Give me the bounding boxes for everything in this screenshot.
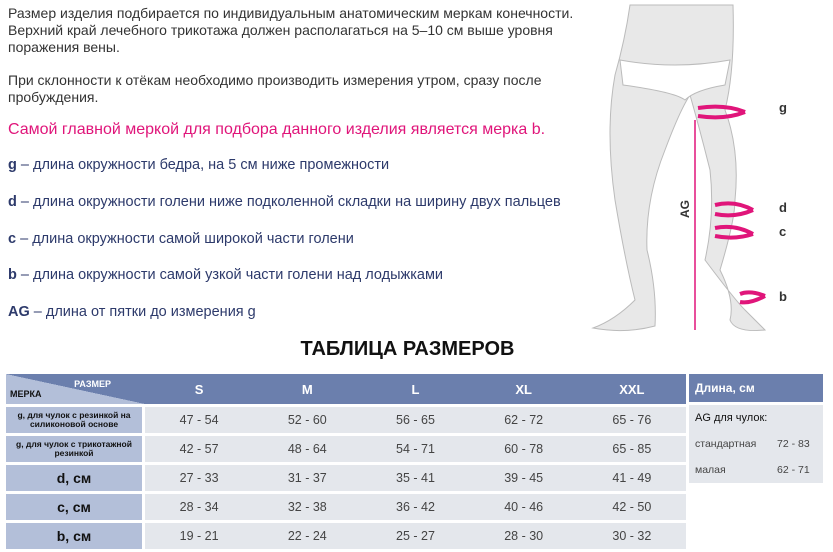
table-row: g, для чулок с резинкой на силиконовой о… bbox=[6, 407, 686, 433]
table-title: ТАБЛИЦА РАЗМЕРОВ bbox=[300, 338, 515, 360]
label-d: d bbox=[779, 200, 787, 215]
intro-paragraph-2: При склонности к отёкам необходимо произ… bbox=[8, 72, 542, 105]
label-ag: AG bbox=[678, 200, 692, 218]
table-row: d, см 27 - 33 31 - 37 35 - 41 39 - 45 41 - 49 bbox=[6, 465, 686, 491]
table-row: g, для чулок с трикотажной резинкой 42 - … bbox=[6, 436, 686, 462]
size-xl: XL bbox=[469, 374, 578, 404]
leg-figure: g d c b AG bbox=[591, 4, 787, 332]
size-l: L bbox=[361, 374, 470, 404]
length-subtitle: AG для чулок: bbox=[695, 412, 768, 424]
table-row: b, см 19 - 21 22 - 24 25 - 27 28 - 30 30 - 32 bbox=[6, 523, 686, 549]
intro-paragraph-1: Размер изделия подбирается по индивидуал… bbox=[8, 5, 574, 55]
highlight-text: Самой главной меркой для подбора данного… bbox=[8, 121, 546, 138]
measure-d: d – длина окружности голени ниже подколе… bbox=[8, 194, 561, 210]
measure-g: g – длина окружности бедра, на 5 см ниже… bbox=[8, 157, 390, 173]
length-table: Длина, см AG для чулок: стандартная 72 -… bbox=[689, 374, 823, 483]
label-g: g bbox=[779, 100, 787, 115]
size-m: M bbox=[253, 374, 362, 404]
label-b: b bbox=[779, 289, 787, 304]
size-s: S bbox=[145, 374, 254, 404]
measure-ag: AG – длина от пятки до измерения g bbox=[8, 304, 256, 320]
size-table: РАЗМЕР МЕРКА S M L XL XXL g, для чулок с … bbox=[6, 371, 686, 552]
corner-cell: РАЗМЕР МЕРКА bbox=[6, 374, 145, 404]
measure-b: b – длина окружности самой узкой части г… bbox=[8, 267, 444, 283]
length-header: Длина, см bbox=[689, 374, 823, 402]
measure-bands bbox=[697, 104, 766, 305]
measure-c: c – длина окружности самой широкой части… bbox=[8, 231, 354, 247]
size-xxl: XXL bbox=[577, 374, 686, 404]
label-c: c bbox=[779, 224, 786, 239]
table-row: c, см 28 - 34 32 - 38 36 - 42 40 - 46 42 - 50 bbox=[6, 494, 686, 520]
